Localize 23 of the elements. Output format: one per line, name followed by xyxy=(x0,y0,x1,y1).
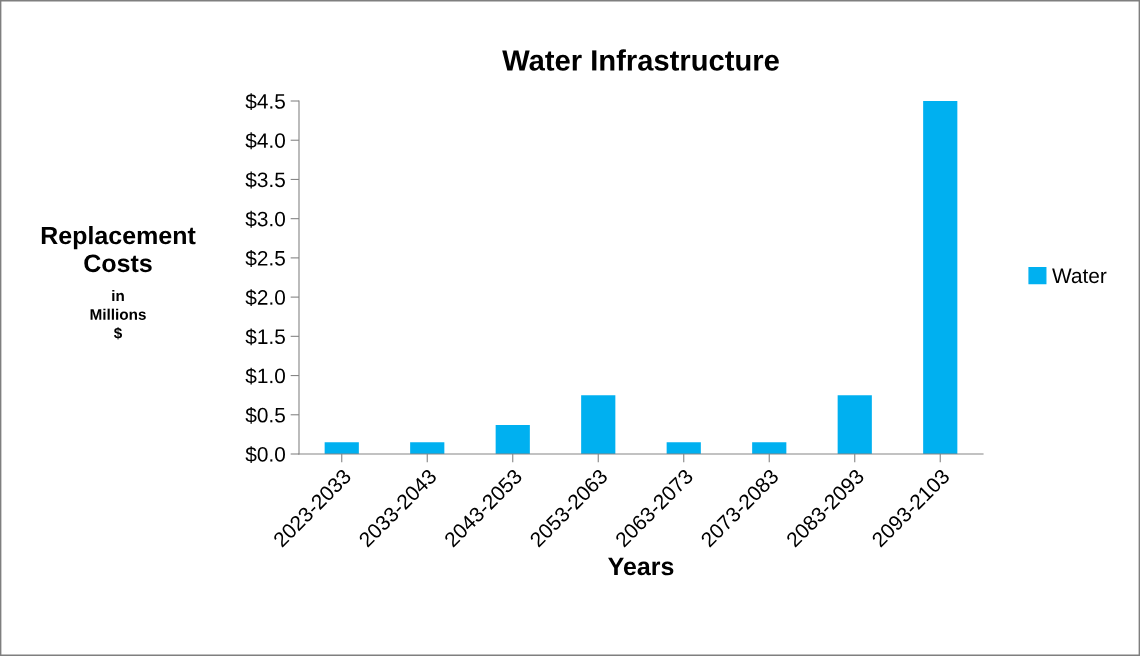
text: in Millions $ xyxy=(90,290,146,340)
bar xyxy=(837,395,872,454)
chart-title: Water Infrastructure xyxy=(502,49,779,71)
bar xyxy=(752,442,787,454)
bar xyxy=(923,101,958,454)
y-axis-title: Replacement Costs xyxy=(41,226,196,273)
y-tick-label: $2.5 xyxy=(245,250,285,267)
y-tick-label: $2.0 xyxy=(245,289,285,307)
bar xyxy=(410,442,445,454)
y-tick-label: $4.0 xyxy=(245,132,285,150)
y-tick-label: $1.0 xyxy=(245,367,285,385)
y-tick-label: $3.0 xyxy=(245,210,285,228)
y-tick-label: $0.0 xyxy=(245,446,285,463)
x-axis-title: Years xyxy=(608,557,674,576)
bar xyxy=(495,424,530,454)
y-tick-label: $1.5 xyxy=(245,328,285,346)
y-tick-label: $0.5 xyxy=(245,406,285,424)
bar xyxy=(666,442,701,454)
legend-label: Water xyxy=(1052,268,1107,284)
y-tick-label: $4.5 xyxy=(245,93,285,110)
bar xyxy=(581,395,616,454)
y-tick-label: $3.5 xyxy=(245,171,285,189)
bar xyxy=(324,442,359,454)
